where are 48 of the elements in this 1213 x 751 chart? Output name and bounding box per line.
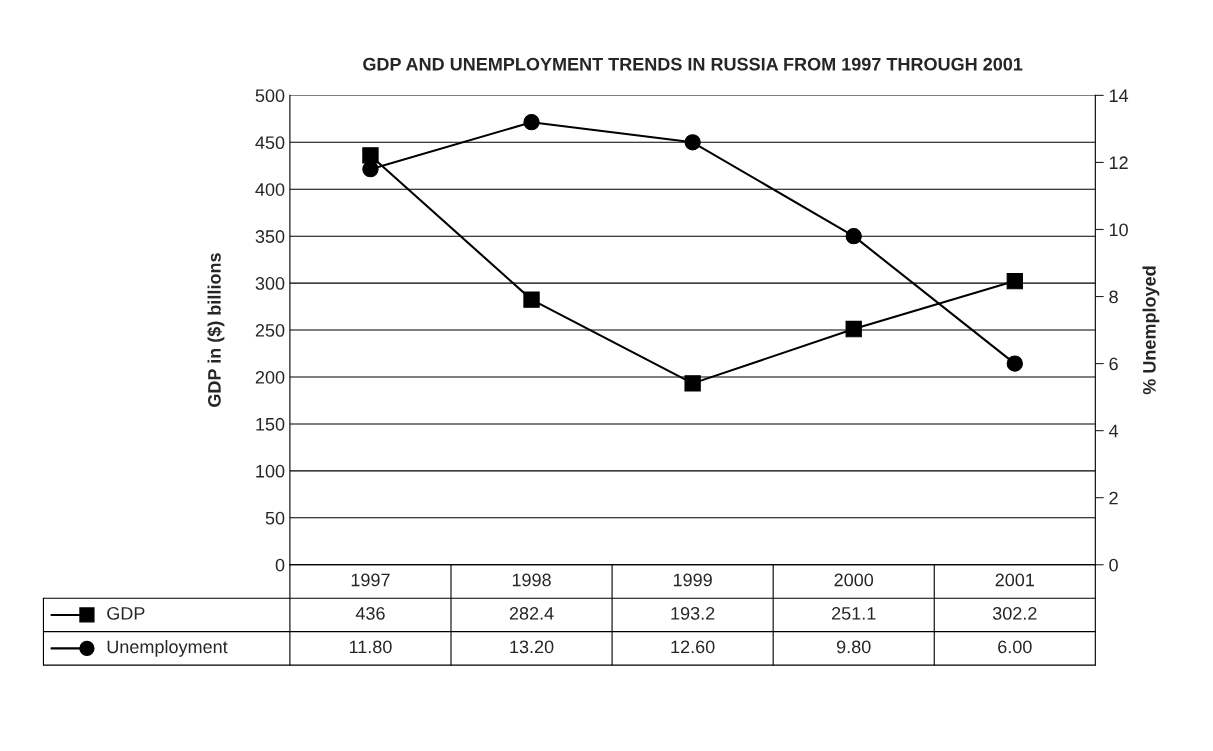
y-tick-label: 500 (255, 89, 285, 103)
data-label: 13.20 (510, 640, 554, 654)
y-axis-title: GDP in ($) billions (207, 253, 225, 407)
y2-axis-title: % Unemployed (1142, 266, 1160, 395)
data-label: 282.4 (509, 607, 554, 620)
data-label: 251.1 (832, 607, 876, 620)
data-label: 193.2 (671, 607, 715, 620)
data-label: 11.80 (349, 640, 392, 654)
x-tick-label: 1998 (512, 573, 551, 587)
y-tick-label: 250 (255, 324, 285, 337)
y2-tick-label: 2 (1109, 491, 1118, 505)
data-label: 6.00 (998, 640, 1032, 654)
legend-label: Unemployment (107, 639, 228, 657)
y2-tick-label: 8 (1109, 290, 1118, 304)
x-tick-label: 1997 (351, 573, 390, 587)
point (845, 320, 862, 338)
y2-tick-label: 10 (1109, 223, 1128, 237)
y-tick-label: 150 (256, 417, 285, 431)
y-tick-label: 450 (255, 136, 285, 150)
y2-tick-label: 14 (1109, 89, 1129, 102)
point (1006, 272, 1023, 290)
point (362, 147, 379, 164)
data-label: 302.2 (992, 607, 1037, 620)
chart-title: GDP AND UNEMPLOYMENT TRENDS IN RUSSIA FROM 1997 THROUGH 2001 (363, 57, 1023, 71)
y-tick-label: 0 (275, 558, 285, 572)
y-tick-label: 50 (265, 511, 285, 525)
y-tick-label: 300 (255, 277, 285, 290)
y2-tick-label: 6 (1109, 357, 1118, 371)
y2-tick-label: 12 (1109, 156, 1128, 169)
point (684, 375, 701, 392)
y-tick-label: 400 (255, 183, 285, 196)
point (845, 228, 862, 245)
y2-tick-label: 4 (1108, 424, 1119, 438)
y-tick-label: 200 (255, 370, 285, 384)
y-tick-label: 100 (256, 464, 285, 478)
data-label: 12.60 (671, 640, 715, 654)
x-tick-label: 2000 (834, 573, 874, 587)
data-label: 9.80 (836, 640, 871, 654)
point (684, 134, 701, 151)
x-tick-label: 2001 (995, 573, 1034, 587)
x-tick-label: 1999 (673, 573, 712, 587)
y-tick-label: 350 (255, 230, 285, 243)
point (523, 114, 540, 131)
data-label: 436 (355, 607, 385, 620)
point (1006, 355, 1023, 372)
legend-label: GDP (107, 607, 145, 620)
y2-tick-label: 0 (1109, 558, 1118, 572)
point (523, 291, 540, 308)
